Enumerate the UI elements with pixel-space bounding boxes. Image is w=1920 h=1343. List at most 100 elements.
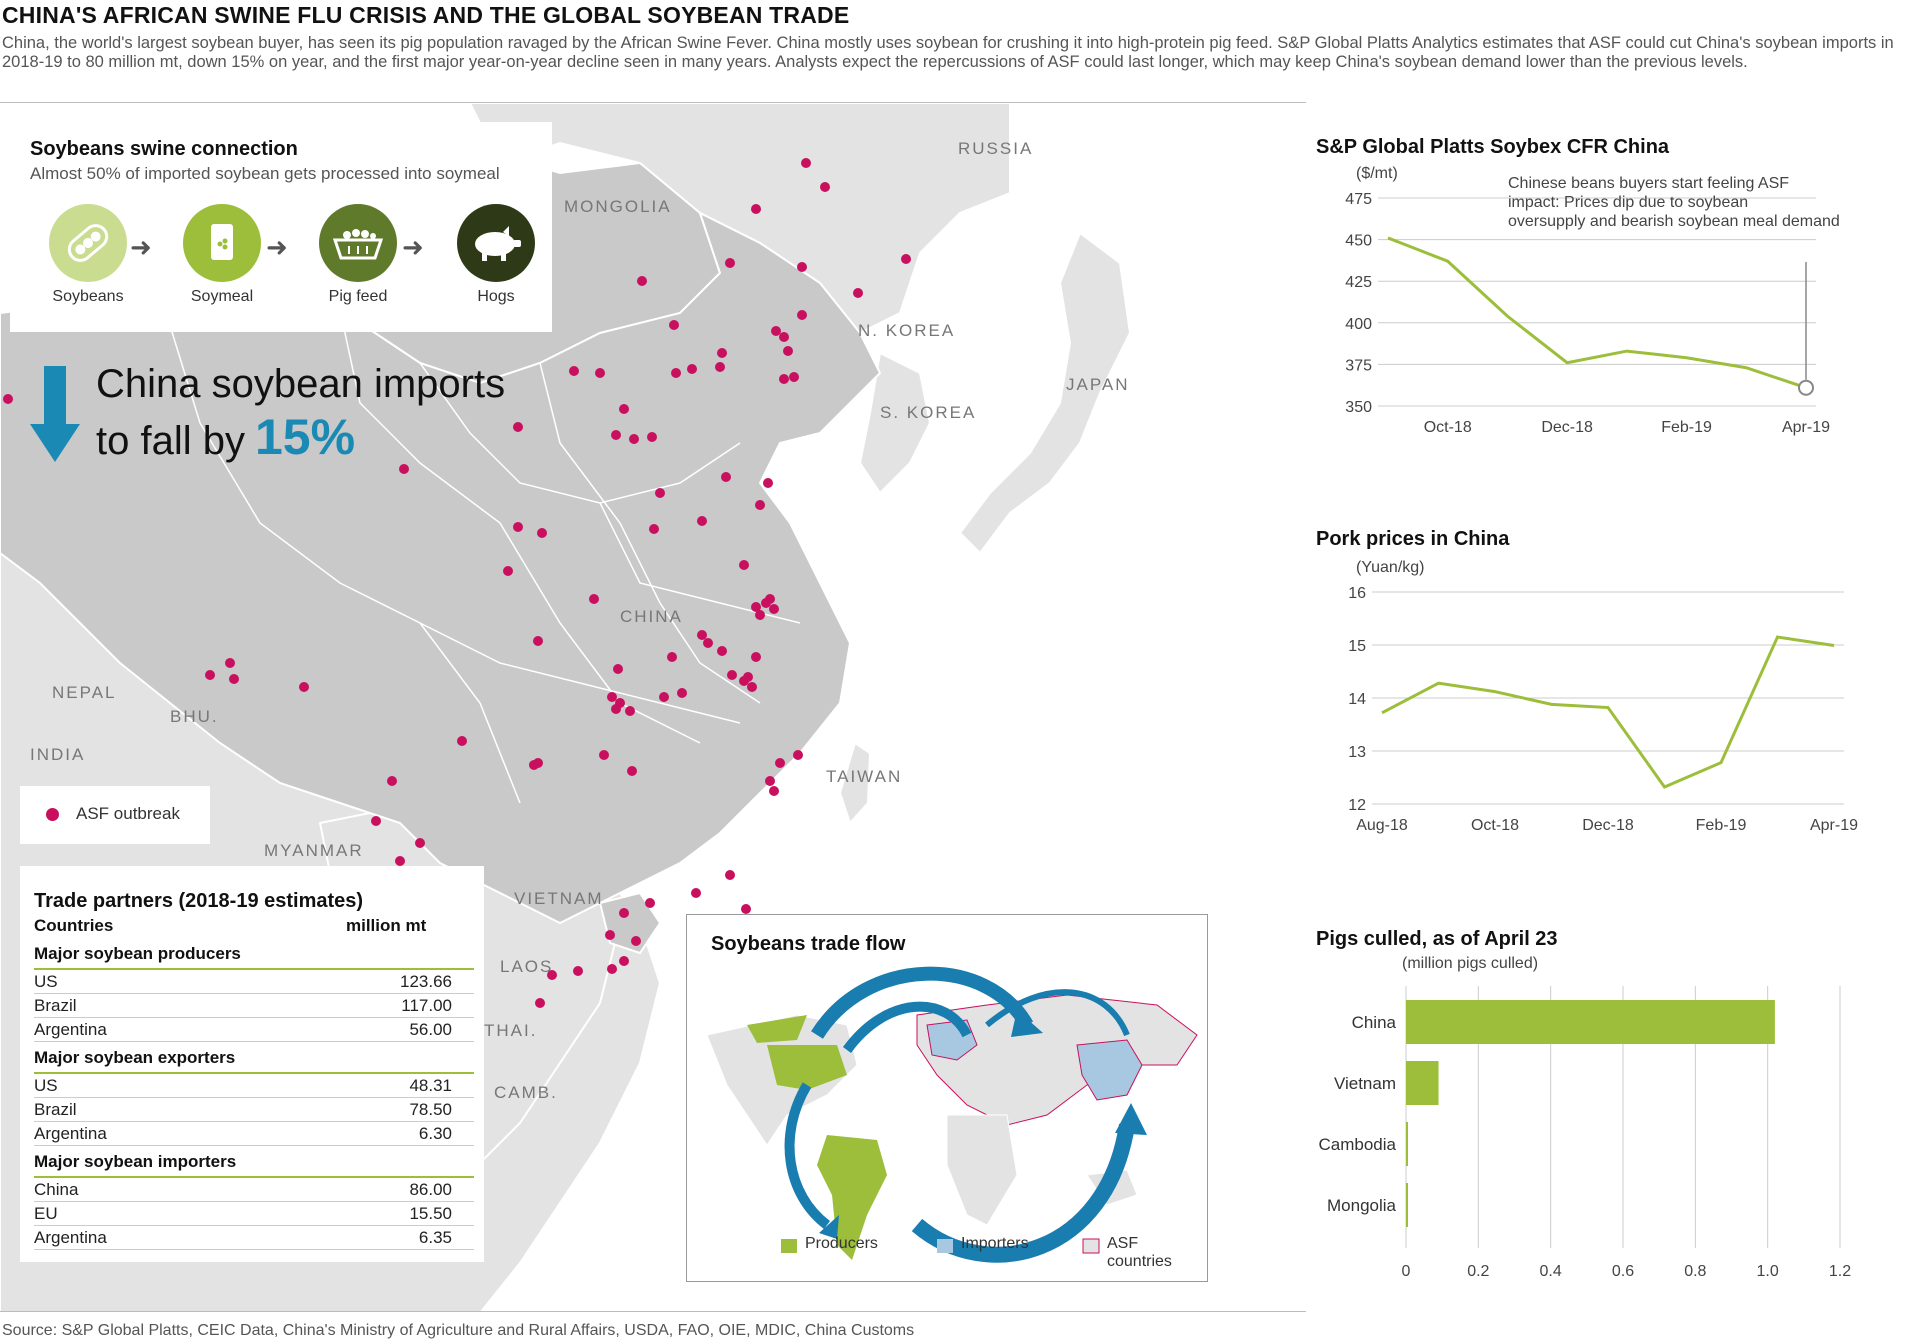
trade-col-unit: million mt	[346, 916, 427, 935]
asf-outbreak-dot	[547, 970, 557, 980]
asf-outbreak-dot	[703, 638, 713, 648]
flow-producer-canada	[747, 1015, 807, 1043]
asf-outbreak-dot	[715, 362, 725, 372]
trade-flow-panel: Soybeans trade flow Producers Importers …	[686, 914, 1208, 1282]
y-tick-label: 15	[1348, 638, 1366, 655]
y-tick-label: 12	[1348, 797, 1366, 814]
flow-legend-producers: Producers	[805, 1235, 878, 1252]
asf-outbreak-dot	[605, 930, 615, 940]
bar-vietnam	[1406, 1061, 1439, 1105]
table-row: EU 15.50	[34, 1202, 474, 1226]
flow-arrow-left	[784, 1082, 831, 1229]
annotation-text: impact: Prices dip due to soybean	[1508, 194, 1748, 211]
feed-trough-icon	[319, 204, 397, 282]
bar-china	[1406, 1000, 1775, 1044]
arrow-right-icon: ➜	[266, 232, 288, 262]
row-country: US	[34, 972, 58, 991]
map-label-russia: RUSSIA	[958, 139, 1034, 158]
annotation-marker	[1798, 379, 1814, 396]
trade-group-importers: Major soybean importers	[34, 1152, 237, 1171]
soybean-pod-icon	[49, 204, 127, 282]
asf-outbreak-dot	[225, 658, 235, 668]
map-label-china: CHINA	[620, 607, 683, 626]
map-label-nepal: NEPAL	[52, 683, 117, 702]
asf-outbreak-dot	[763, 478, 773, 488]
pig-icon	[457, 204, 535, 282]
x-axis-label: (million pigs culled)	[1402, 955, 1538, 972]
row-value: 6.35	[418, 1228, 452, 1247]
pork-line-chart: (Yuan/kg) 12 13 14 15 16 Aug-18 Oct-18 Dec-18 Feb…	[1348, 559, 1858, 834]
trade-col-country: Countries	[34, 916, 114, 935]
culled-bar-chart: (million pigs culled) 0 0.2 0.4 0.6 0.8 1.0 1.2…	[1319, 955, 1852, 1280]
asf-outbreak-dot	[725, 870, 735, 880]
bar-cambodia	[1406, 1122, 1408, 1166]
arrow-right-icon: ➜	[402, 232, 424, 262]
asf-outbreak-dot	[755, 610, 765, 620]
asf-outbreak-dot	[793, 750, 803, 760]
flow-legend-asf: ASF countries	[1107, 1235, 1172, 1270]
asf-outbreak-dot	[797, 262, 807, 272]
chart-title-pork: Pork prices in China	[1316, 528, 1510, 550]
flow-producer-us	[767, 1045, 847, 1090]
row-value: 86.00	[409, 1180, 452, 1199]
asf-outbreak-dot	[687, 364, 697, 374]
asf-outbreak-dot	[611, 704, 621, 714]
y-axis-label: (Yuan/kg)	[1356, 559, 1424, 576]
asf-legend: ASF outbreak	[20, 786, 210, 844]
asf-outbreak-dot	[619, 956, 629, 966]
map-label-bhutan: BHU.	[170, 707, 219, 726]
legend-swatch-asf	[1082, 1238, 1100, 1254]
asf-outbreak-dot	[779, 332, 789, 342]
map-label-laos: LAOS	[500, 957, 554, 976]
asf-outbreak-dot	[820, 182, 830, 192]
imports-headline: China soybean imports	[96, 362, 506, 406]
province-borders	[159, 262, 801, 804]
asf-outbreak-dot	[765, 776, 775, 786]
category-label: China	[1352, 1013, 1397, 1032]
row-value: 56.00	[409, 1020, 452, 1039]
annotation-text: Chinese beans buyers start feeling ASF	[1508, 175, 1789, 192]
row-country: US	[34, 1076, 58, 1095]
flow-arrow-north-2	[842, 1001, 972, 1053]
flow-producer-south-america	[817, 1135, 887, 1260]
y-tick-label: 400	[1345, 316, 1372, 333]
charts-column: S&P Global Platts Soybex CFR China ($/mt…	[1306, 102, 1920, 1312]
asf-outbreak-dot	[637, 276, 647, 286]
x-tick-label: Oct-18	[1471, 817, 1519, 834]
asf-outbreak-dot	[399, 464, 409, 474]
table-row: Argentina 56.00	[34, 1018, 474, 1042]
y-tick-label: 13	[1348, 744, 1366, 761]
table-row: US 48.31	[34, 1074, 474, 1098]
x-tick-label: 0.4	[1540, 1263, 1562, 1280]
asf-outbreak-dot	[717, 646, 727, 656]
row-value: 48.31	[409, 1076, 452, 1095]
step-label-pig-feed: Pig feed	[328, 288, 388, 305]
page-title: CHINA'S AFRICAN SWINE FLU CRISIS AND THE…	[2, 2, 850, 28]
asf-outbreak-dot	[669, 320, 679, 330]
asf-outbreak-dot	[513, 422, 523, 432]
asf-outbreak-dot	[513, 522, 523, 532]
asf-outbreak-dot	[415, 838, 425, 848]
y-tick-label: 16	[1348, 585, 1366, 602]
asf-outbreak-dot	[569, 366, 579, 376]
map-label-taiwan: TAIWAN	[826, 767, 903, 786]
category-label: Mongolia	[1327, 1196, 1397, 1215]
arrow-right-icon: ➜	[130, 232, 152, 262]
asf-outbreak-dot	[299, 682, 309, 692]
asf-outbreak-dot	[3, 394, 13, 404]
y-axis-label: ($/mt)	[1356, 165, 1398, 182]
map-label-myanmar: MYANMAR	[264, 841, 364, 860]
asf-outbreak-dot	[717, 348, 727, 358]
map-label-japan: JAPAN	[1066, 375, 1130, 394]
step-soymeal: Soymeal	[162, 204, 282, 306]
soybeans-swine-connection-panel: Soybeans swine connection Almost 50% of …	[10, 122, 552, 332]
row-country: Brazil	[34, 996, 77, 1015]
imports-callout: China soybean imports to fall by 15%	[30, 362, 550, 465]
asf-outbreak-dot	[387, 776, 397, 786]
trade-group-exporters: Major soybean exporters	[34, 1048, 236, 1067]
table-row: Brazil 117.00	[34, 994, 474, 1018]
world-flow-map	[706, 966, 1198, 1263]
asf-outbreak-dot	[747, 682, 757, 692]
row-value: 123.66	[400, 972, 452, 991]
x-tick-label: 1.0	[1757, 1263, 1779, 1280]
